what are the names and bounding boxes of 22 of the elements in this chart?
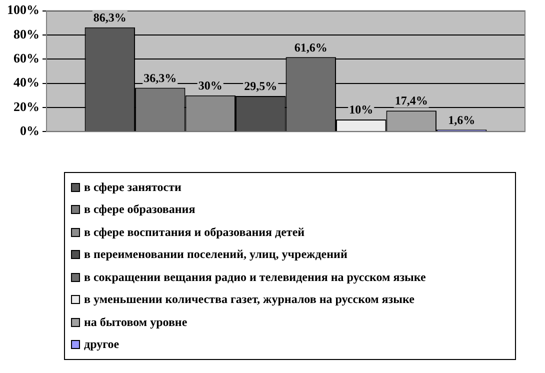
data-label: 1,6% (448, 112, 476, 127)
data-label: 61,6% (294, 40, 328, 54)
data-label: 36,3% (144, 70, 177, 85)
legend-label: в сфере воспитания и образования детей (84, 224, 305, 240)
legend-label: в переименовании поселений, улиц, учреждений (84, 247, 348, 262)
legend-label: в сфере образования (84, 202, 196, 218)
data-label: 17,4% (394, 94, 428, 108)
y-tick-label: 100% (7, 2, 40, 18)
data-label: 29,5% (244, 79, 278, 94)
y-tick-label: 40% (14, 74, 40, 90)
y-tick-label: 20% (14, 98, 40, 114)
legend-label: в сокращении вещания радио и телевидения на русском языке (84, 270, 426, 285)
legend-label: в сфере занятости (84, 180, 182, 195)
legend-label: другое (84, 337, 120, 352)
y-tick-label: 80% (14, 26, 40, 42)
data-label: 10% (349, 102, 374, 117)
legend-label: в уменьшении количества газет, журналов на русском языке (84, 292, 414, 308)
data-label: 86,3% (93, 10, 126, 24)
y-tick-label: 0% (20, 122, 40, 138)
legend-label: на бытовом уровне (84, 314, 188, 330)
y-tick-label: 60% (14, 50, 40, 66)
data-label: 30% (198, 78, 222, 92)
